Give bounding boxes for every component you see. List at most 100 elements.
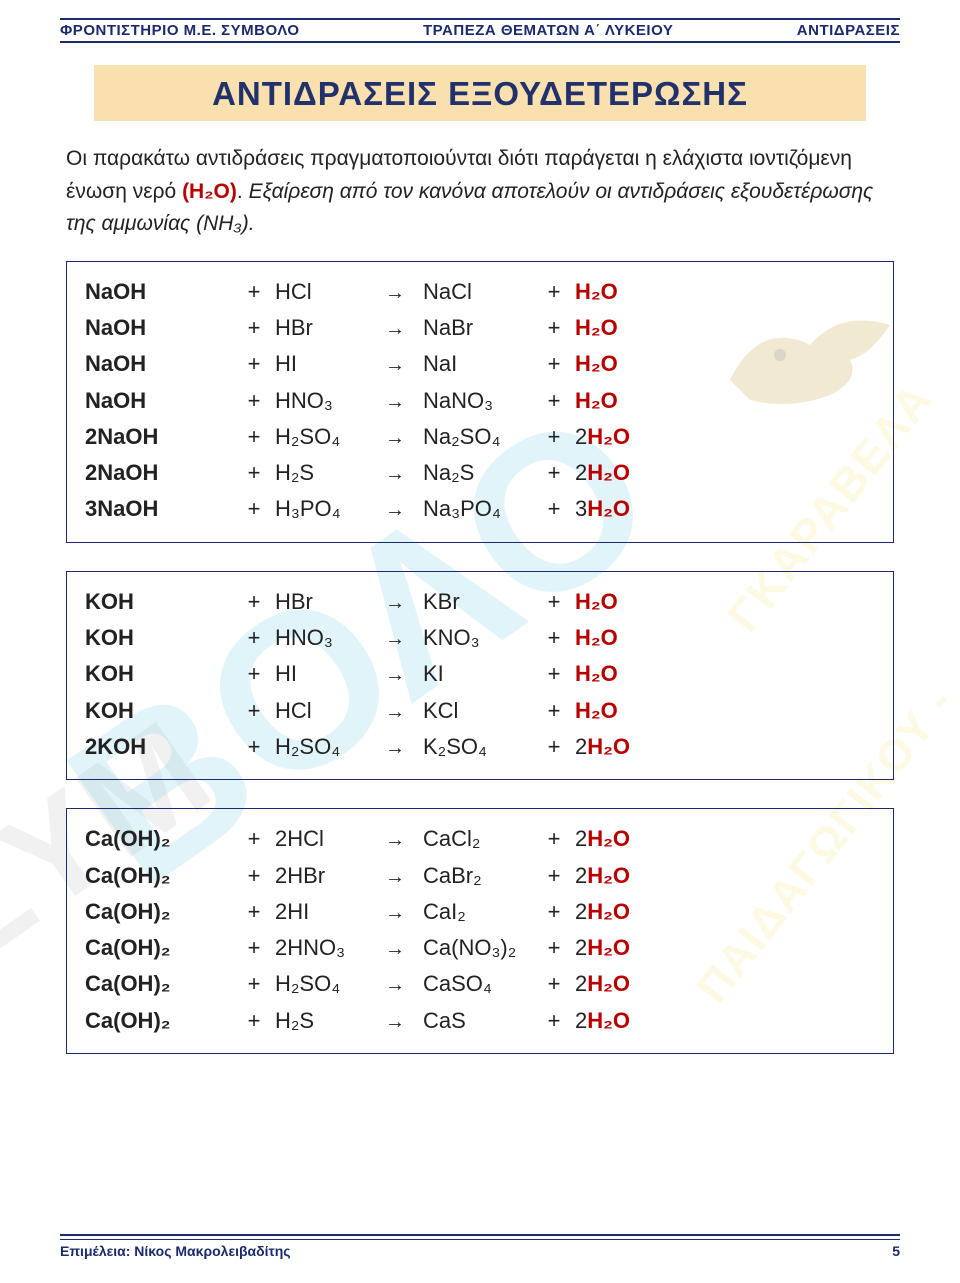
plus-sign: + xyxy=(533,310,575,346)
reaction-water: 2H₂O xyxy=(575,729,630,765)
plus-sign: + xyxy=(233,930,275,966)
water-formula: H₂O xyxy=(587,1008,630,1033)
water-formula: H₂O xyxy=(587,496,630,521)
plus-sign: + xyxy=(233,894,275,930)
reaction-base: NaOH xyxy=(85,346,233,382)
reaction-row: Ca(OH)₂+2HBr→CaBr₂+2H₂O xyxy=(85,858,875,894)
plus-sign: + xyxy=(533,729,575,765)
water-coefficient: 2 xyxy=(575,424,587,449)
reaction-acid: H₃PO₄ xyxy=(275,491,367,527)
plus-sign: + xyxy=(233,310,275,346)
arrow-icon: → xyxy=(367,824,423,857)
reaction-base: 2KOH xyxy=(85,729,233,765)
intro-paragraph: Οι παρακάτω αντιδράσεις πραγματοποιούντα… xyxy=(60,143,900,261)
reaction-salt: Ca(NO₃)₂ xyxy=(423,930,533,966)
reaction-base: Ca(OH)₂ xyxy=(85,930,233,966)
plus-sign: + xyxy=(233,383,275,419)
reaction-acid: 2HI xyxy=(275,894,367,930)
reaction-box: NaOH+HCl→NaCl+H₂ONaOH+HBr→NaBr+H₂ONaOH+H… xyxy=(66,261,894,543)
reaction-salt: K₂SO₄ xyxy=(423,729,533,765)
plus-sign: + xyxy=(533,821,575,857)
reaction-row: 2NaOH+H₂SO₄→Na₂SO₄+2H₂O xyxy=(85,419,875,455)
footer-page-number: 5 xyxy=(892,1243,900,1259)
reaction-base: KOH xyxy=(85,620,233,656)
reaction-base: 2NaOH xyxy=(85,455,233,491)
water-formula: H₂O xyxy=(575,279,618,304)
reaction-acid: HNO₃ xyxy=(275,620,367,656)
water-coefficient: 2 xyxy=(575,863,587,888)
header-right: ΑΝΤΙΔΡΑΣΕΙΣ xyxy=(797,22,900,39)
plus-sign: + xyxy=(533,584,575,620)
reaction-acid: HNO₃ xyxy=(275,383,367,419)
reaction-water: 2H₂O xyxy=(575,966,630,1002)
reaction-acid: H₂SO₄ xyxy=(275,966,367,1002)
plus-sign: + xyxy=(533,620,575,656)
reaction-acid: HI xyxy=(275,346,367,382)
reaction-row: KOH+HNO₃→KNO₃+H₂O xyxy=(85,620,875,656)
arrow-icon: → xyxy=(367,349,423,382)
reaction-water: 2H₂O xyxy=(575,455,630,491)
reaction-salt: KNO₃ xyxy=(423,620,533,656)
reaction-base: KOH xyxy=(85,584,233,620)
water-formula: H₂O xyxy=(587,863,630,888)
water-formula: H₂O xyxy=(575,589,618,614)
plus-sign: + xyxy=(233,858,275,894)
arrow-icon: → xyxy=(367,732,423,765)
reaction-water: H₂O xyxy=(575,584,618,620)
reaction-acid: HBr xyxy=(275,310,367,346)
arrow-icon: → xyxy=(367,861,423,894)
water-coefficient: 2 xyxy=(575,734,587,759)
intro-nh3: (NH₃) xyxy=(196,212,249,235)
reaction-row: NaOH+HCl→NaCl+H₂O xyxy=(85,274,875,310)
reaction-salt: CaS xyxy=(423,1003,533,1039)
reaction-water: H₂O xyxy=(575,693,618,729)
reaction-salt: NaNO₃ xyxy=(423,383,533,419)
reaction-acid: 2HCl xyxy=(275,821,367,857)
water-formula: H₂O xyxy=(575,661,618,686)
plus-sign: + xyxy=(233,729,275,765)
reaction-base: Ca(OH)₂ xyxy=(85,858,233,894)
reaction-acid: HBr xyxy=(275,584,367,620)
arrow-icon: → xyxy=(367,933,423,966)
arrow-icon: → xyxy=(367,277,423,310)
arrow-icon: → xyxy=(367,897,423,930)
reaction-water: H₂O xyxy=(575,346,618,382)
reaction-salt: CaCl₂ xyxy=(423,821,533,857)
reaction-water: 2H₂O xyxy=(575,930,630,966)
reaction-row: KOH+HBr→KBr+H₂O xyxy=(85,584,875,620)
reaction-salt: NaBr xyxy=(423,310,533,346)
arrow-icon: → xyxy=(367,386,423,419)
intro-text-2: . xyxy=(237,180,249,203)
reaction-base: Ca(OH)₂ xyxy=(85,966,233,1002)
reaction-box: KOH+HBr→KBr+H₂OKOH+HNO₃→KNO₃+H₂OKOH+HI→K… xyxy=(66,571,894,780)
plus-sign: + xyxy=(533,383,575,419)
reaction-water: H₂O xyxy=(575,383,618,419)
plus-sign: + xyxy=(233,346,275,382)
reaction-base: Ca(OH)₂ xyxy=(85,894,233,930)
reaction-water: H₂O xyxy=(575,310,618,346)
reaction-base: Ca(OH)₂ xyxy=(85,1003,233,1039)
plus-sign: + xyxy=(233,419,275,455)
reaction-row: Ca(OH)₂+2HNO₃→Ca(NO₃)₂+2H₂O xyxy=(85,930,875,966)
reaction-salt: NaI xyxy=(423,346,533,382)
reaction-salt: CaBr₂ xyxy=(423,858,533,894)
reaction-salt: KCl xyxy=(423,693,533,729)
water-formula: H₂O xyxy=(587,899,630,924)
reaction-row: 2NaOH+H₂S→Na₂S+2H₂O xyxy=(85,455,875,491)
plus-sign: + xyxy=(533,346,575,382)
reaction-salt: CaSO₄ xyxy=(423,966,533,1002)
reaction-salt: KI xyxy=(423,656,533,692)
water-formula: H₂O xyxy=(587,734,630,759)
water-formula: H₂O xyxy=(587,826,630,851)
reaction-water: 2H₂O xyxy=(575,858,630,894)
header-left: ΦΡΟΝΤΙΣΤΗΡΙΟ Μ.Ε. ΣΥΜΒΟΛΟ xyxy=(60,22,300,39)
reaction-acid: HCl xyxy=(275,274,367,310)
reaction-row: Ca(OH)₂+H₂SO₄→CaSO₄+2H₂O xyxy=(85,966,875,1002)
reaction-water: H₂O xyxy=(575,274,618,310)
arrow-icon: → xyxy=(367,587,423,620)
reaction-water: 2H₂O xyxy=(575,894,630,930)
reaction-base: KOH xyxy=(85,656,233,692)
water-formula: H₂O xyxy=(575,388,618,413)
arrow-icon: → xyxy=(367,659,423,692)
plus-sign: + xyxy=(533,1003,575,1039)
